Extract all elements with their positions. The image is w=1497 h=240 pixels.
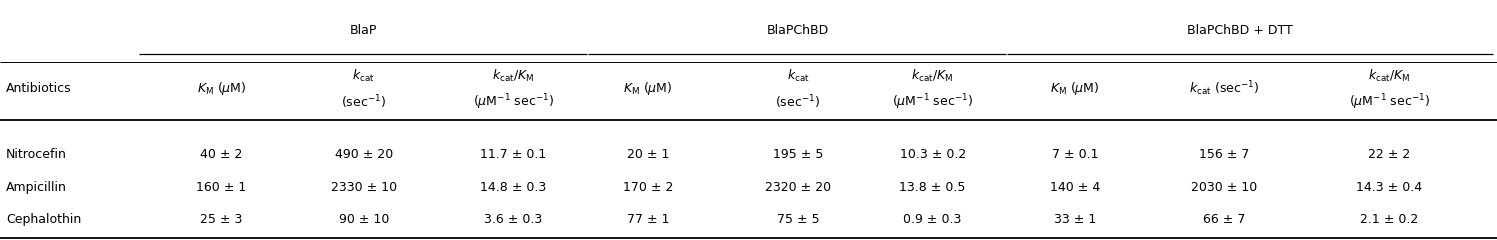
Text: 13.8 ± 0.5: 13.8 ± 0.5 — [900, 181, 966, 194]
Text: $\mathit{k}_{\mathregular{cat}}$: $\mathit{k}_{\mathregular{cat}}$ — [352, 67, 376, 84]
Text: Nitrocefin: Nitrocefin — [6, 148, 67, 161]
Text: 3.6 ± 0.3: 3.6 ± 0.3 — [485, 213, 542, 226]
Text: (sec$^{-1}$): (sec$^{-1}$) — [775, 93, 820, 111]
Text: ($\mu$M$^{-1}$ sec$^{-1}$): ($\mu$M$^{-1}$ sec$^{-1}$) — [892, 92, 973, 112]
Text: 490 ± 20: 490 ± 20 — [335, 148, 392, 161]
Text: 14.3 ± 0.4: 14.3 ± 0.4 — [1356, 181, 1422, 194]
Text: 40 ± 2: 40 ± 2 — [201, 148, 243, 161]
Text: BlaPChBD: BlaPChBD — [766, 24, 829, 36]
Text: 11.7 ± 0.1: 11.7 ± 0.1 — [481, 148, 546, 161]
Text: $\mathit{K}_{\mathregular{M}}$ ($\mu$M): $\mathit{K}_{\mathregular{M}}$ ($\mu$M) — [623, 80, 674, 97]
Text: ($\mu$M$^{-1}$ sec$^{-1}$): ($\mu$M$^{-1}$ sec$^{-1}$) — [1349, 92, 1430, 112]
Text: 77 ± 1: 77 ± 1 — [627, 213, 669, 226]
Text: 160 ± 1: 160 ± 1 — [196, 181, 247, 194]
Text: ($\mu$M$^{-1}$ sec$^{-1}$): ($\mu$M$^{-1}$ sec$^{-1}$) — [473, 92, 554, 112]
Text: $\mathit{k}_{\mathregular{cat}}$/$\mathit{K}_{\mathregular{M}}$: $\mathit{k}_{\mathregular{cat}}$/$\mathi… — [912, 67, 954, 84]
Text: BlaP: BlaP — [350, 24, 377, 36]
Text: 75 ± 5: 75 ± 5 — [777, 213, 819, 226]
Text: $\mathit{k}_{\mathregular{cat}}$: $\mathit{k}_{\mathregular{cat}}$ — [786, 67, 810, 84]
Text: 7 ± 0.1: 7 ± 0.1 — [1051, 148, 1099, 161]
Text: 90 ± 10: 90 ± 10 — [338, 213, 389, 226]
Text: 20 ± 1: 20 ± 1 — [627, 148, 669, 161]
Text: 0.9 ± 0.3: 0.9 ± 0.3 — [904, 213, 961, 226]
Text: $\mathit{k}_{\mathregular{cat}}$ (sec$^{-1}$): $\mathit{k}_{\mathregular{cat}}$ (sec$^{… — [1190, 79, 1259, 98]
Text: Cephalothin: Cephalothin — [6, 213, 81, 226]
Text: $\mathit{k}_{\mathregular{cat}}$/$\mathit{K}_{\mathregular{M}}$: $\mathit{k}_{\mathregular{cat}}$/$\mathi… — [1368, 67, 1410, 84]
Text: 170 ± 2: 170 ± 2 — [623, 181, 674, 194]
Text: 195 ± 5: 195 ± 5 — [772, 148, 823, 161]
Text: 2030 ± 10: 2030 ± 10 — [1192, 181, 1257, 194]
Text: Antibiotics: Antibiotics — [6, 82, 72, 95]
Text: 2.1 ± 0.2: 2.1 ± 0.2 — [1361, 213, 1418, 226]
Text: 14.8 ± 0.3: 14.8 ± 0.3 — [481, 181, 546, 194]
Text: 2320 ± 20: 2320 ± 20 — [765, 181, 831, 194]
Text: $\mathit{K}_{\mathregular{M}}$ ($\mu$M): $\mathit{K}_{\mathregular{M}}$ ($\mu$M) — [1049, 80, 1100, 97]
Text: 10.3 ± 0.2: 10.3 ± 0.2 — [900, 148, 966, 161]
Text: $\mathit{K}_{\mathregular{M}}$ ($\mu$M): $\mathit{K}_{\mathregular{M}}$ ($\mu$M) — [196, 80, 247, 97]
Text: (sec$^{-1}$): (sec$^{-1}$) — [341, 93, 386, 111]
Text: $\mathit{k}_{\mathregular{cat}}$/$\mathit{K}_{\mathregular{M}}$: $\mathit{k}_{\mathregular{cat}}$/$\mathi… — [493, 67, 534, 84]
Text: Ampicillin: Ampicillin — [6, 181, 67, 194]
Text: 25 ± 3: 25 ± 3 — [201, 213, 243, 226]
Text: 2330 ± 10: 2330 ± 10 — [331, 181, 397, 194]
Text: 22 ± 2: 22 ± 2 — [1368, 148, 1410, 161]
Text: BlaPChBD + DTT: BlaPChBD + DTT — [1187, 24, 1292, 36]
Text: 156 ± 7: 156 ± 7 — [1199, 148, 1250, 161]
Text: 66 ± 7: 66 ± 7 — [1204, 213, 1246, 226]
Text: 33 ± 1: 33 ± 1 — [1054, 213, 1096, 226]
Text: 140 ± 4: 140 ± 4 — [1049, 181, 1100, 194]
